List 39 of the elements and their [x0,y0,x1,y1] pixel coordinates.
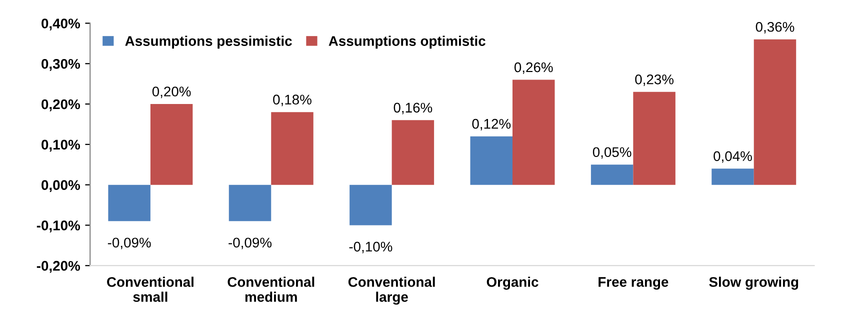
bar [350,184,392,226]
bar [271,112,314,185]
bar [150,104,193,185]
y-tick-label: -0,20% [36,260,80,273]
data-label: 0,18% [273,94,312,106]
y-tick-label: -0,10% [36,220,80,232]
data-label: -0,09% [108,238,151,250]
bar [108,184,150,222]
legend-label: Assumptions pessimistic [125,36,292,49]
legend-label: Assumptions optimistic [328,36,486,49]
bar [470,136,512,185]
data-label: 0,05% [592,147,632,159]
y-tick-label: 0,10% [42,140,80,152]
data-label: 0,12% [472,118,511,130]
x-tick-label: Conventional small [107,276,194,302]
x-tick-label: Conventional large [348,276,435,305]
y-tick-label: 0,30% [42,58,80,71]
bar [590,164,634,185]
data-label: -0,10% [349,242,392,254]
bar [712,168,754,185]
bar [512,80,555,185]
data-label: 0,23% [635,74,674,86]
data-label: -0,09% [228,238,272,250]
bar [754,39,796,185]
bar [392,120,434,185]
data-label: 0,20% [152,86,191,98]
y-tick-label: 0,20% [42,99,80,112]
x-tick-label: Slow growing [709,276,798,290]
x-tick-label: Conventional medium [228,276,314,302]
x-tick-label: Organic [486,276,538,290]
data-label: 0,36% [756,22,794,34]
y-tick-label: 0,00% [42,180,80,192]
x-tick-label: Free range [598,277,668,290]
y-tick-label: 0,40% [42,18,80,30]
bar [633,92,676,185]
data-label: 0,04% [714,151,752,163]
bar [228,184,272,222]
data-label: 0,16% [394,102,432,114]
data-label: 0,26% [514,62,553,74]
